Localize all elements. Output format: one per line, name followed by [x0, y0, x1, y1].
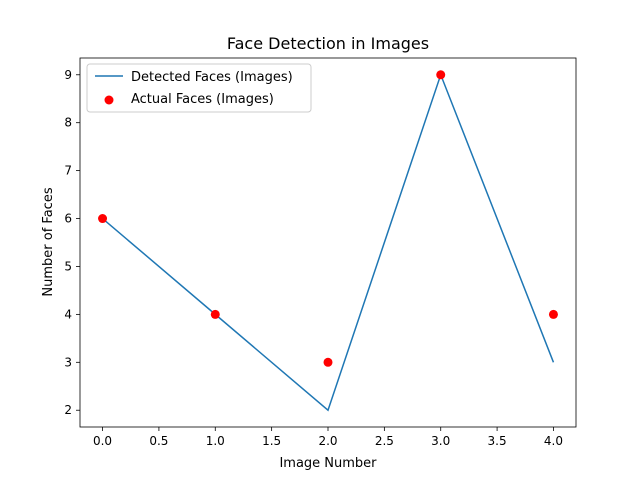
x-tick-label: 3.5	[488, 434, 507, 448]
y-tick-label: 3	[64, 355, 72, 369]
y-tick-label: 5	[64, 259, 72, 273]
y-tick-label: 6	[64, 212, 72, 226]
y-tick-label: 7	[64, 164, 72, 178]
x-tick-label: 2.5	[375, 434, 394, 448]
y-axis: 2 3 4 5 6 7 8 9	[64, 68, 80, 417]
x-tick-label: 4.0	[544, 434, 563, 448]
legend-entry: Detected Faces (Images)	[131, 70, 293, 85]
plot-area	[79, 57, 577, 428]
y-axis-label: Number of Faces	[41, 187, 56, 296]
y-tick-label: 2	[64, 403, 72, 417]
x-axis: 0.0 0.5 1.0 1.5 2.0 2.5 3.0 3.5 4.0	[93, 427, 563, 448]
x-tick-label: 3.0	[431, 434, 450, 448]
y-tick-label: 9	[64, 68, 72, 82]
series-layer	[98, 70, 558, 412]
legend-entry: Actual Faces (Images)	[131, 92, 274, 107]
actual-faces-point	[210, 309, 220, 319]
plot-frame	[79, 57, 577, 428]
x-tick-label: 1.5	[262, 434, 281, 448]
y-tick-label: 8	[64, 116, 72, 130]
legend: Detected Faces (Images) Actual Faces (Ima…	[86, 63, 312, 113]
x-tick-label: 0.0	[93, 434, 112, 448]
chart-title: Face Detection in Images	[227, 34, 429, 53]
x-tick-label: 0.5	[149, 434, 168, 448]
x-axis-label: Image Number	[279, 456, 377, 471]
actual-faces-point	[323, 357, 333, 367]
x-tick-label: 1.0	[206, 434, 225, 448]
actual-faces-point	[98, 214, 108, 224]
legend-marker-swatch	[104, 95, 114, 105]
actual-faces-point	[436, 70, 446, 80]
x-tick-label: 2.0	[318, 434, 337, 448]
actual-faces-point	[548, 309, 558, 319]
detected-faces-line	[102, 72, 555, 412]
legend-box	[86, 63, 312, 113]
y-tick-label: 4	[64, 307, 72, 321]
